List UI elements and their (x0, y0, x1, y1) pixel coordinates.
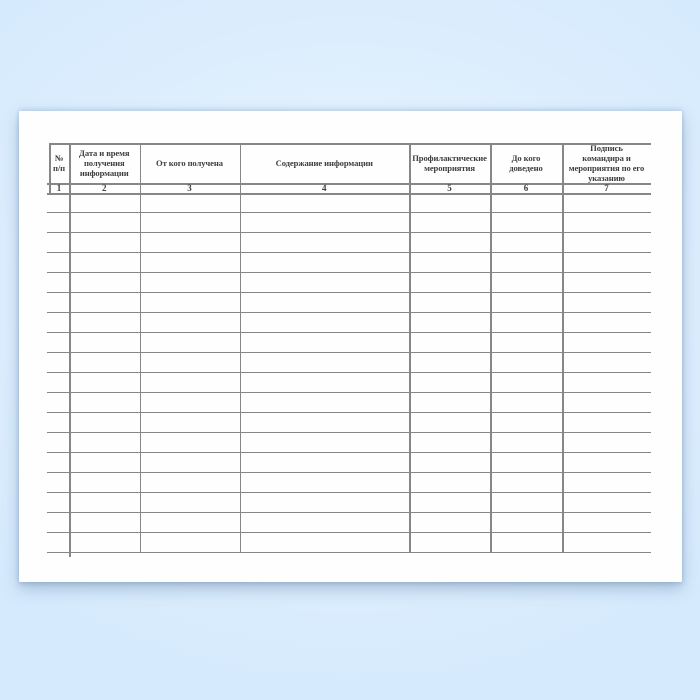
column-number-7: 7 (604, 182, 609, 193)
empty-row (46, 233, 651, 253)
empty-row (46, 213, 651, 233)
empty-row (46, 193, 651, 213)
empty-row (46, 393, 651, 413)
column-number-6: 6 (523, 182, 529, 193)
column-number-4: 4 (322, 182, 327, 193)
empty-row (46, 253, 651, 273)
empty-row (46, 473, 651, 493)
column-divider (409, 143, 411, 553)
numbers-bottom-gridline (46, 193, 651, 195)
empty-row (46, 453, 651, 473)
table-top-gridline (49, 143, 651, 145)
empty-row (46, 333, 651, 353)
column-header-4: Содержание информации (275, 158, 373, 168)
column-header-5: Профилактические мероприятия (412, 153, 487, 173)
log-table: № п/п 1 Дата и время получения информации 2… (19, 111, 682, 582)
empty-row (46, 413, 651, 433)
empty-row (46, 293, 651, 313)
column-divider (490, 143, 492, 553)
empty-rows (46, 193, 651, 553)
empty-row (46, 373, 651, 393)
column-number-5: 5 (447, 182, 452, 193)
column-number-3: 3 (187, 182, 192, 193)
empty-row (46, 353, 651, 373)
column-header-1: № п/п (53, 153, 65, 173)
empty-row (46, 493, 651, 513)
column-divider (139, 143, 141, 553)
column-divider (562, 143, 564, 553)
column-number-2: 2 (102, 182, 107, 193)
table-left-border (49, 143, 51, 195)
column-header-2: Дата и время получения информации (79, 148, 130, 178)
header-bottom-gridline (46, 183, 651, 185)
column-header-6: До кого доведено (509, 153, 543, 173)
empty-row (46, 273, 651, 293)
empty-row (46, 513, 651, 533)
form-page: № п/п 1 Дата и время получения информации 2… (19, 111, 682, 582)
empty-row (46, 433, 651, 453)
column-divider (239, 143, 241, 553)
column-number-1: 1 (56, 182, 62, 193)
column-header-3: От кого получена (156, 158, 223, 168)
empty-row (46, 313, 651, 333)
empty-row (46, 533, 651, 553)
column-divider (69, 143, 71, 557)
column-header-7: Подпись командира и мероприятия по его у… (568, 143, 645, 183)
